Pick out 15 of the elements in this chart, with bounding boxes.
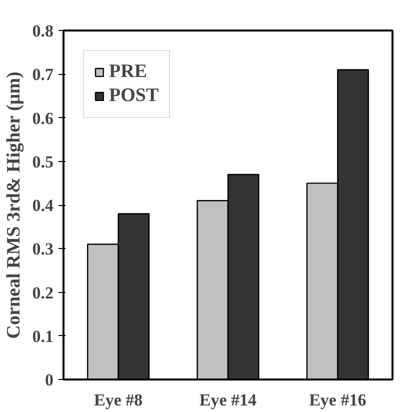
legend-label: POST [109, 85, 159, 107]
y-tick-label: 0.1 [32, 326, 54, 346]
y-tick-label: 0.5 [32, 152, 54, 172]
y-tick-label: 0.2 [32, 283, 54, 302]
legend-label: PRE [109, 61, 147, 83]
y-tick-label: 0.4 [32, 196, 54, 215]
y-tick-label: 0.7 [32, 65, 54, 84]
y-tick-label: 0.8 [32, 22, 54, 40]
y-tick-label: 0.3 [32, 240, 54, 259]
y-tick-label: 0.6 [32, 108, 54, 128]
y-axis-title: Corneal RMS 3rd& Higher (µm) [3, 72, 24, 339]
x-tick-label: Eye #14 [199, 390, 258, 410]
x-tick-label: Eye #8 [94, 390, 143, 410]
x-tick-label: Eye #16 [309, 390, 366, 410]
y-tick-label: 0 [45, 370, 54, 390]
